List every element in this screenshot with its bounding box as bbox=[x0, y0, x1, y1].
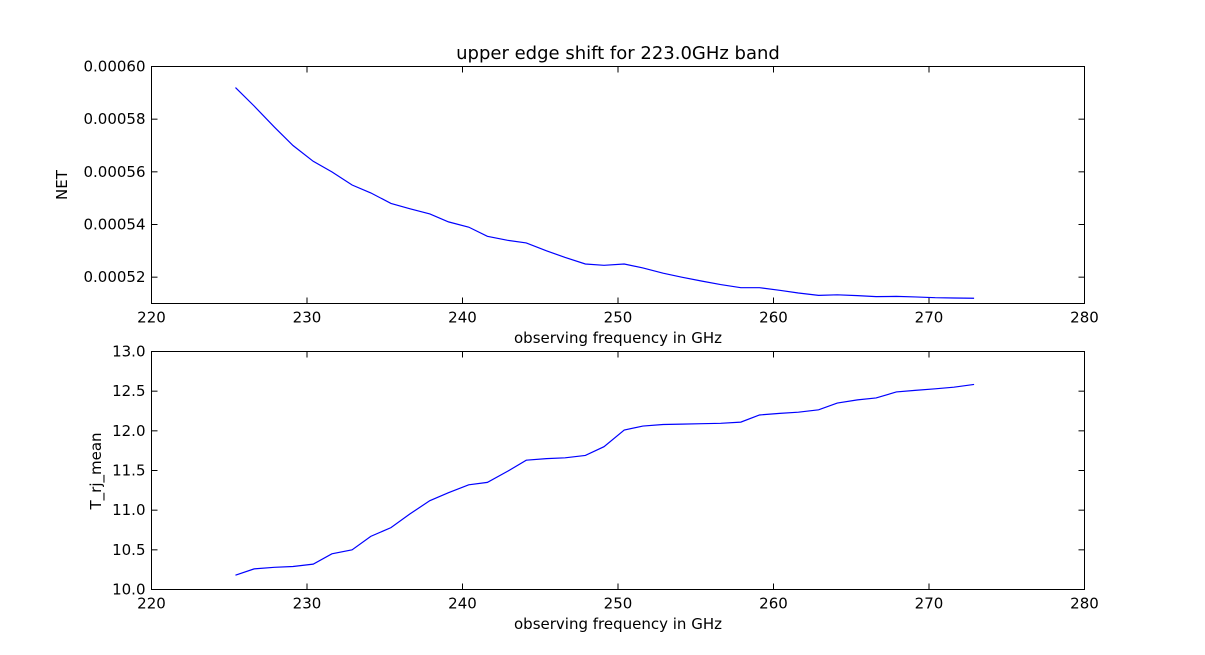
trj-ticks: 220 230 240 250 260 270 280 10.0 10.5 11.0 11.5 12.… bbox=[112, 343, 1099, 613]
x-tick-label: 260 bbox=[759, 309, 788, 327]
net-panel: upper edge shift for 223.0GHz band 220 23… bbox=[53, 43, 1099, 347]
y-tick-label: 0.00054 bbox=[83, 216, 145, 234]
y-tick-label: 0.00056 bbox=[83, 163, 145, 181]
x-tick-label: 250 bbox=[604, 309, 633, 327]
x-tick-label: 280 bbox=[1070, 595, 1099, 613]
x-tick-label: 240 bbox=[448, 309, 477, 327]
net-series-line bbox=[235, 87, 975, 299]
y-tick-label: 13.0 bbox=[112, 343, 145, 361]
trj-plot-frame bbox=[151, 351, 1085, 590]
net-plot-frame bbox=[151, 66, 1085, 304]
x-tick-label: 270 bbox=[915, 309, 944, 327]
x-tick-label: 280 bbox=[1070, 309, 1099, 327]
y-tick-label: 12.5 bbox=[112, 382, 145, 400]
x-tick-label: 230 bbox=[293, 595, 322, 613]
trj-y-axis-label: T_rj_mean bbox=[87, 432, 106, 510]
x-tick-label: 270 bbox=[915, 595, 944, 613]
y-tick-label: 11.5 bbox=[112, 462, 145, 480]
x-tick-label: 230 bbox=[293, 309, 322, 327]
net-x-axis-label: observing frequency in GHz bbox=[514, 329, 722, 347]
chart-title: upper edge shift for 223.0GHz band bbox=[456, 43, 780, 64]
net-ticks: 220 230 240 250 260 270 280 0.00052 0.00054 0.000… bbox=[83, 58, 1098, 327]
y-tick-label: 10.5 bbox=[112, 541, 145, 559]
x-tick-label: 240 bbox=[448, 595, 477, 613]
trj-series-line bbox=[235, 383, 975, 576]
x-tick-label: 220 bbox=[137, 309, 166, 327]
y-tick-label: 0.00058 bbox=[83, 110, 145, 128]
y-tick-label: 12.0 bbox=[112, 422, 145, 440]
x-tick-label: 260 bbox=[759, 595, 788, 613]
trj-panel: 220 230 240 250 260 270 280 10.0 10.5 11.0 11.5 12.… bbox=[87, 343, 1099, 634]
net-y-axis-label: NET bbox=[53, 169, 71, 200]
y-tick-label: 0.00052 bbox=[83, 268, 145, 286]
trj-x-axis-label: observing frequency in GHz bbox=[514, 615, 722, 633]
y-tick-label: 0.00060 bbox=[83, 58, 145, 76]
y-tick-label: 10.0 bbox=[112, 581, 145, 599]
y-tick-label: 11.0 bbox=[112, 501, 145, 519]
x-tick-label: 220 bbox=[137, 595, 166, 613]
x-tick-label: 250 bbox=[604, 595, 633, 613]
